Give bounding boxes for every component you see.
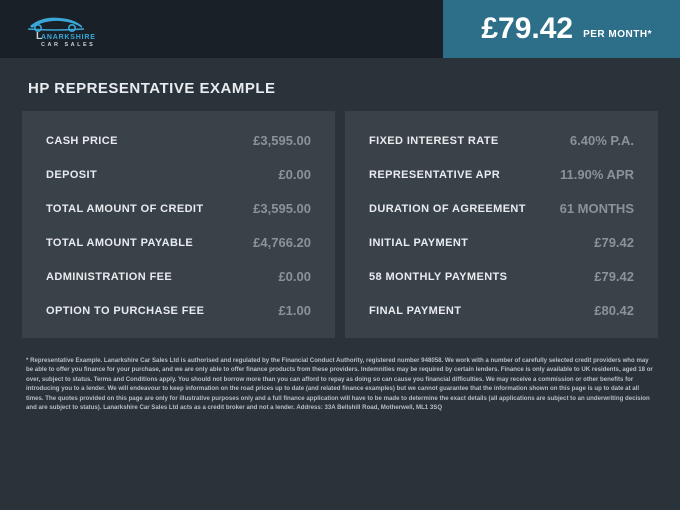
- disclaimer: * Representative Example. Lanarkshire Ca…: [0, 338, 680, 413]
- row-value: £79.42: [594, 269, 634, 284]
- row-label: OPTION TO PURCHASE FEE: [46, 305, 204, 317]
- table-row: DEPOSIT £0.00: [46, 167, 311, 182]
- row-label: REPRESENTATIVE APR: [369, 169, 500, 181]
- right-panel: FIXED INTEREST RATE 6.40% P.A. REPRESENT…: [345, 111, 658, 338]
- row-label: DURATION OF AGREEMENT: [369, 203, 526, 215]
- row-label: TOTAL AMOUNT PAYABLE: [46, 237, 193, 249]
- price-amount: £79.42: [481, 0, 573, 58]
- row-label: CASH PRICE: [46, 135, 118, 147]
- car-logo-icon: ANARKSHIRE CAR SALES L: [24, 10, 122, 48]
- row-label: ADMINISTRATION FEE: [46, 271, 172, 283]
- table-row: TOTAL AMOUNT PAYABLE £4,766.20: [46, 235, 311, 250]
- row-value: £4,766.20: [253, 235, 311, 250]
- row-value: £0.00: [278, 167, 311, 182]
- table-row: OPTION TO PURCHASE FEE £1.00: [46, 303, 311, 318]
- panels: CASH PRICE £3,595.00 DEPOSIT £0.00 TOTAL…: [0, 111, 680, 338]
- logo-text-top: ANARKSHIRE: [41, 34, 96, 41]
- table-row: TOTAL AMOUNT OF CREDIT £3,595.00: [46, 201, 311, 216]
- table-row: ADMINISTRATION FEE £0.00: [46, 269, 311, 284]
- table-row: FIXED INTEREST RATE 6.40% P.A.: [369, 133, 634, 148]
- logo: ANARKSHIRE CAR SALES L: [0, 0, 122, 58]
- row-label: DEPOSIT: [46, 169, 97, 181]
- logo-text-bottom: CAR SALES: [41, 42, 95, 48]
- row-value: £0.00: [278, 269, 311, 284]
- row-value: £3,595.00: [253, 201, 311, 216]
- row-label: TOTAL AMOUNT OF CREDIT: [46, 203, 204, 215]
- table-row: DURATION OF AGREEMENT 61 MONTHS: [369, 201, 634, 216]
- row-label: INITIAL PAYMENT: [369, 237, 468, 249]
- row-value: 61 MONTHS: [560, 201, 634, 216]
- row-value: £3,595.00: [253, 133, 311, 148]
- row-value: £79.42: [594, 235, 634, 250]
- section-title: HP REPRESENTATIVE EXAMPLE: [0, 58, 680, 111]
- header: ANARKSHIRE CAR SALES L £79.42 PER MONTH*: [0, 0, 680, 58]
- row-label: FIXED INTEREST RATE: [369, 135, 499, 147]
- price-banner: £79.42 PER MONTH*: [443, 0, 680, 58]
- row-value: 11.90% APR: [560, 167, 634, 182]
- svg-text:L: L: [36, 31, 42, 42]
- row-label: 58 MONTHLY PAYMENTS: [369, 271, 507, 283]
- table-row: CASH PRICE £3,595.00: [46, 133, 311, 148]
- table-row: REPRESENTATIVE APR 11.90% APR: [369, 167, 634, 182]
- row-value: £80.42: [594, 303, 634, 318]
- table-row: INITIAL PAYMENT £79.42: [369, 235, 634, 250]
- row-value: 6.40% P.A.: [570, 133, 634, 148]
- row-label: FINAL PAYMENT: [369, 305, 461, 317]
- table-row: FINAL PAYMENT £80.42: [369, 303, 634, 318]
- left-panel: CASH PRICE £3,595.00 DEPOSIT £0.00 TOTAL…: [22, 111, 335, 338]
- price-per: PER MONTH*: [583, 19, 652, 40]
- row-value: £1.00: [278, 303, 311, 318]
- table-row: 58 MONTHLY PAYMENTS £79.42: [369, 269, 634, 284]
